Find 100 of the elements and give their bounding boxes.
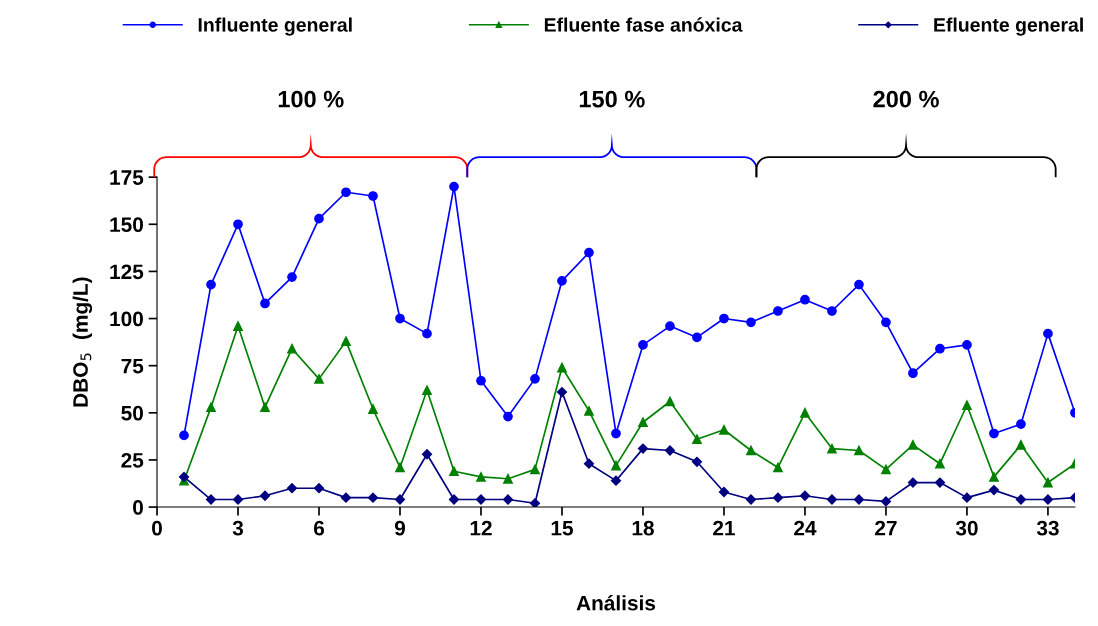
point [449, 466, 459, 477]
point [638, 417, 648, 428]
point [557, 362, 567, 373]
y-axis-title: DBO$_{5}$ (mg/L) [72, 277, 93, 407]
legend-label: Efluente fase anóxica [544, 17, 743, 32]
point [530, 464, 540, 475]
point [827, 443, 837, 454]
point [773, 462, 783, 473]
point [233, 321, 243, 331]
point [395, 313, 405, 324]
point [880, 496, 892, 507]
point [746, 445, 756, 456]
x-tick-label: 18 [632, 520, 654, 536]
x-axis-title: Análisis [576, 595, 656, 611]
point [287, 272, 297, 282]
y-tick-label: 25 [121, 452, 144, 468]
point [206, 279, 216, 290]
point [665, 396, 675, 407]
point [368, 191, 378, 201]
point [962, 340, 972, 350]
point [286, 483, 298, 494]
point [313, 483, 325, 494]
point [1043, 328, 1053, 339]
point [692, 332, 702, 343]
point [314, 374, 324, 384]
point [367, 492, 379, 503]
point [988, 484, 1000, 496]
point [799, 490, 811, 501]
point [854, 445, 864, 456]
point [665, 321, 675, 331]
point [746, 317, 756, 328]
text: 100 % [278, 90, 344, 108]
point [719, 313, 729, 324]
point [259, 490, 271, 501]
point [908, 368, 918, 379]
legend-label: Influente general [198, 17, 352, 36]
text: 150 % [579, 90, 645, 108]
x-tick-label: 15 [551, 521, 573, 536]
point [260, 402, 270, 413]
point [368, 404, 378, 414]
point [719, 424, 729, 435]
point [1016, 419, 1026, 429]
x-tick-label: 0 [152, 520, 162, 536]
point [935, 343, 945, 354]
point [233, 219, 243, 230]
point [1016, 439, 1026, 450]
point [584, 406, 594, 416]
point [287, 343, 297, 354]
point [449, 181, 459, 192]
point [772, 492, 784, 503]
x-tick-label: 27 [875, 520, 897, 536]
point [340, 492, 352, 503]
point [1043, 477, 1053, 488]
point [529, 498, 541, 508]
point [341, 336, 351, 347]
point [692, 434, 702, 445]
point [583, 458, 595, 469]
point [421, 449, 433, 460]
point [422, 385, 432, 396]
point [556, 386, 568, 398]
point [422, 328, 432, 339]
point [557, 275, 567, 286]
point [881, 317, 891, 328]
point [691, 456, 703, 467]
x-tick-label: 3 [232, 520, 244, 536]
point [179, 430, 189, 441]
point [989, 472, 999, 482]
point [610, 475, 622, 486]
y-tick-label: 125 [110, 264, 144, 280]
point [989, 428, 999, 439]
x-tick-label: 30 [955, 520, 978, 536]
y-tick-label: 0 [133, 500, 143, 515]
x-tick-label: 12 [470, 520, 492, 536]
point [206, 402, 216, 413]
point [881, 464, 891, 475]
point [854, 279, 864, 290]
x-tick-label: 6 [313, 520, 325, 536]
point [934, 477, 946, 488]
point [908, 439, 918, 450]
point [961, 492, 973, 503]
point [314, 213, 324, 224]
point [260, 298, 270, 309]
point [503, 411, 513, 422]
legend-label: Efluente general [934, 17, 1083, 36]
point [638, 340, 648, 350]
point [800, 407, 810, 418]
point [395, 462, 405, 473]
point [476, 472, 486, 482]
point [530, 374, 540, 384]
point [341, 187, 351, 198]
x-tick-label: 9 [394, 520, 406, 536]
y-tick-label: 75 [121, 358, 144, 374]
x-tick-label: 21 [713, 520, 735, 536]
point [503, 473, 513, 484]
y-tick-label: 100 [110, 311, 143, 327]
point [800, 294, 810, 305]
x-tick-label: 33 [1036, 520, 1059, 536]
point [611, 460, 621, 471]
point [611, 428, 621, 439]
point [476, 375, 486, 386]
